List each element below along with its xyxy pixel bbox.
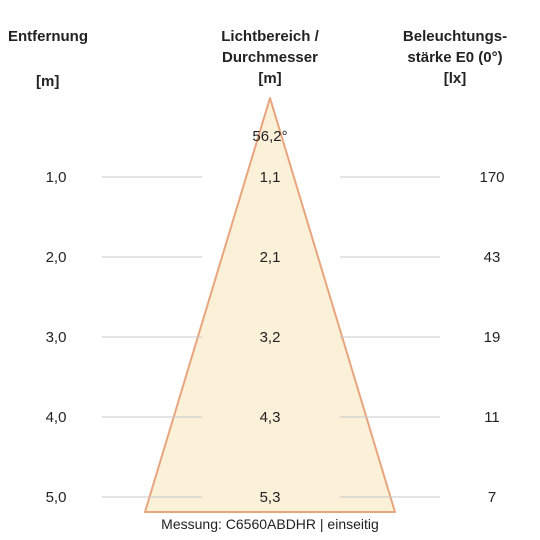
diameter-value: 1,1 — [260, 169, 281, 186]
diameter-header: Lichtbereich / Durchmesser [m] — [190, 26, 350, 89]
distance-value: 4,0 — [46, 409, 67, 426]
distance-header: Entfernung [m] — [8, 26, 108, 92]
illuminance-header-title-1: Beleuchtungs- — [402, 28, 508, 45]
diameter-value: 4,3 — [260, 409, 281, 426]
illuminance-value: 170 — [479, 169, 504, 186]
illuminance-header-title-2: stärke E0 (0°) — [407, 49, 503, 66]
measurement-footer: Messung: C6560ABDHR | einseitig — [161, 516, 379, 532]
beam-angle-label: 56,2° — [252, 128, 287, 145]
illuminance-value: 19 — [484, 329, 501, 346]
rows-group: 1,0 1,1 170 2,0 2,1 43 3,0 3,2 19 4,0 4,3 11 5,0 5,3 7 — [46, 169, 505, 506]
diameter-header-title-1: Lichtbereich / — [221, 28, 319, 45]
illuminance-header: Beleuchtungs- stärke E0 (0°) [lx] — [380, 26, 530, 89]
distance-header-title: Entfernung — [8, 28, 88, 45]
light-cone — [144, 97, 396, 513]
diameter-header-unit: [m] — [258, 70, 282, 87]
illuminance-value: 7 — [488, 489, 496, 506]
distance-value: 1,0 — [46, 169, 67, 186]
distance-value: 3,0 — [46, 329, 67, 346]
distance-value: 2,0 — [46, 249, 67, 266]
illuminance-header-unit: [lx] — [443, 70, 467, 87]
distance-value: 5,0 — [46, 489, 67, 506]
distance-header-unit: [m] — [36, 73, 60, 90]
diameter-header-title-2: Durchmesser — [222, 49, 318, 66]
diameter-value: 3,2 — [260, 329, 281, 346]
illuminance-value: 11 — [484, 409, 500, 426]
illuminance-value: 43 — [484, 249, 501, 266]
diameter-value: 5,3 — [260, 489, 281, 506]
diameter-value: 2,1 — [260, 249, 281, 266]
